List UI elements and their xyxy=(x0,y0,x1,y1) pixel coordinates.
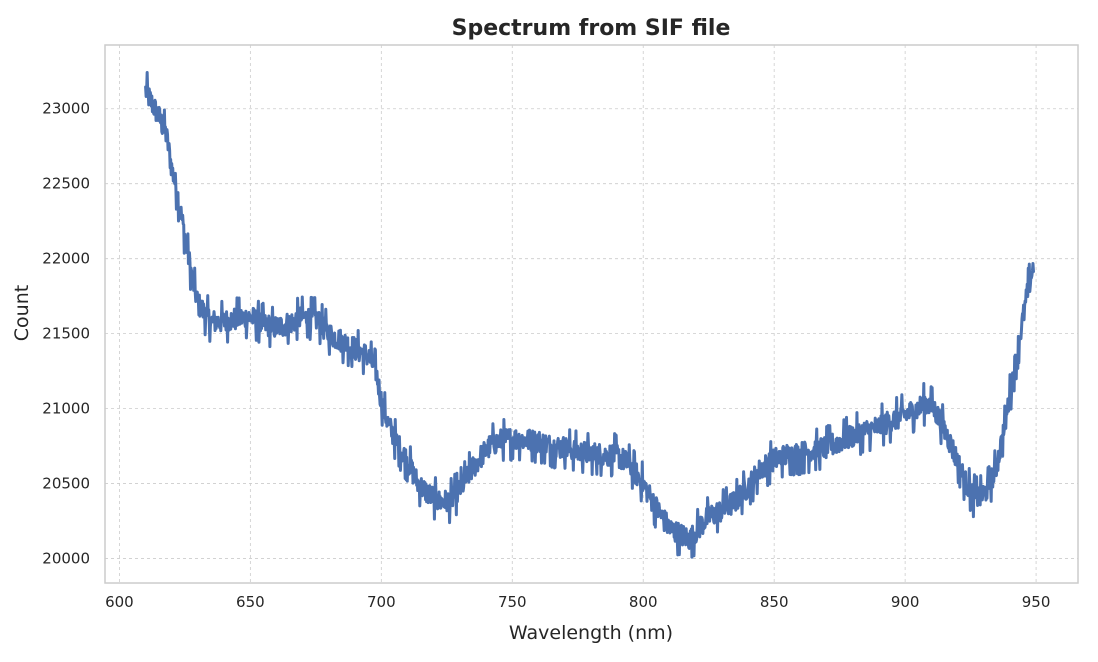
x-tick-label: 850 xyxy=(760,593,789,611)
y-axis-label: Count xyxy=(11,285,33,341)
x-tick-label: 700 xyxy=(367,593,396,611)
y-tick-label: 23000 xyxy=(42,100,90,118)
x-tick-label: 750 xyxy=(498,593,527,611)
x-tick-label: 600 xyxy=(105,593,134,611)
x-tick-label: 900 xyxy=(891,593,920,611)
y-tick-label: 20500 xyxy=(42,475,90,493)
x-tick-label: 650 xyxy=(236,593,265,611)
x-tick-label: 950 xyxy=(1022,593,1051,611)
series-line xyxy=(144,70,1035,559)
plot-frame xyxy=(104,44,1079,584)
y-tick-label: 21500 xyxy=(42,325,90,343)
y-tick-label: 22000 xyxy=(42,250,90,268)
y-tick-label: 22500 xyxy=(42,175,90,193)
tick-layer: 600 650 700 750 800 850 900 950 20000 20500 21000 2… xyxy=(42,100,1050,611)
chart-title: Spectrum from SIF file xyxy=(452,16,731,41)
x-axis-label: Wavelength (nm) xyxy=(509,622,673,644)
x-tick-label: 800 xyxy=(629,593,658,611)
y-tick-label: 21000 xyxy=(42,400,90,418)
series-layer xyxy=(144,70,1035,559)
y-tick-label: 20000 xyxy=(42,550,90,568)
